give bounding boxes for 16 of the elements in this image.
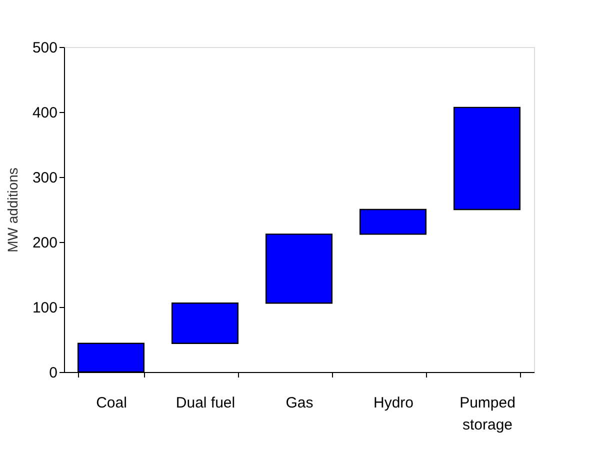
y-axis-title: MW additions xyxy=(4,168,20,252)
y-tick-label: 500 xyxy=(32,40,58,56)
bar xyxy=(454,106,520,210)
bar xyxy=(266,234,332,304)
y-tick-label: 200 xyxy=(32,234,58,252)
bar xyxy=(360,208,426,235)
x-tick-label: Gas xyxy=(286,394,314,412)
y-tick-label: 300 xyxy=(32,170,58,186)
y-tick-label: 400 xyxy=(32,104,58,122)
x-tick-label: Hydro xyxy=(373,394,414,412)
x-tick-label: Coal xyxy=(96,394,127,412)
bar xyxy=(172,302,238,344)
y-tick-label: 0 xyxy=(49,364,58,382)
y-tick-label: 100 xyxy=(32,300,58,316)
x-tick-label: Pumped storage xyxy=(460,394,516,434)
x-tick-label: Dual fuel xyxy=(176,394,236,412)
